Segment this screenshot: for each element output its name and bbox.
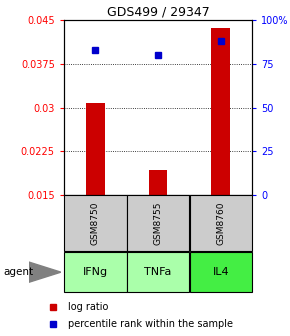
FancyBboxPatch shape bbox=[64, 252, 126, 292]
FancyBboxPatch shape bbox=[64, 196, 126, 251]
Text: TNFa: TNFa bbox=[144, 267, 172, 277]
FancyBboxPatch shape bbox=[190, 196, 252, 251]
Bar bbox=[86, 103, 105, 195]
Text: agent: agent bbox=[3, 267, 33, 277]
FancyBboxPatch shape bbox=[127, 196, 189, 251]
Polygon shape bbox=[29, 262, 61, 282]
Text: log ratio: log ratio bbox=[68, 302, 108, 312]
Bar bbox=[148, 170, 168, 195]
Title: GDS499 / 29347: GDS499 / 29347 bbox=[107, 6, 209, 19]
Text: GSM8760: GSM8760 bbox=[216, 202, 225, 245]
Text: IFNg: IFNg bbox=[83, 267, 108, 277]
FancyBboxPatch shape bbox=[127, 252, 189, 292]
Text: percentile rank within the sample: percentile rank within the sample bbox=[68, 319, 233, 329]
Bar bbox=[211, 28, 230, 195]
FancyBboxPatch shape bbox=[190, 252, 252, 292]
Text: GSM8750: GSM8750 bbox=[91, 202, 100, 245]
Text: IL4: IL4 bbox=[213, 267, 229, 277]
Text: GSM8755: GSM8755 bbox=[153, 202, 163, 245]
